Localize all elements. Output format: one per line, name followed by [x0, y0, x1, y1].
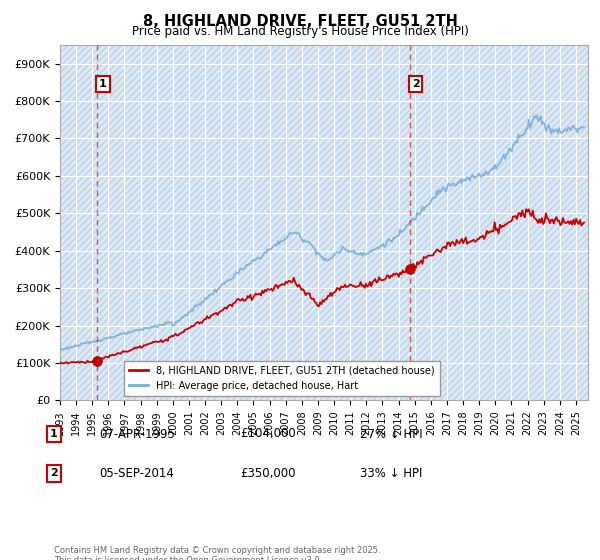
Text: 2: 2	[412, 79, 419, 89]
Text: 33% ↓ HPI: 33% ↓ HPI	[360, 466, 422, 480]
Text: 05-SEP-2014: 05-SEP-2014	[99, 466, 174, 480]
Text: 8, HIGHLAND DRIVE, FLEET, GU51 2TH: 8, HIGHLAND DRIVE, FLEET, GU51 2TH	[143, 14, 457, 29]
Text: 1: 1	[99, 79, 107, 89]
Text: Contains HM Land Registry data © Crown copyright and database right 2025.
This d: Contains HM Land Registry data © Crown c…	[54, 546, 380, 560]
Text: £350,000: £350,000	[240, 466, 296, 480]
Text: 2: 2	[50, 468, 58, 478]
Text: 27% ↓ HPI: 27% ↓ HPI	[360, 427, 422, 441]
Text: Price paid vs. HM Land Registry's House Price Index (HPI): Price paid vs. HM Land Registry's House …	[131, 25, 469, 38]
Text: 1: 1	[50, 429, 58, 439]
Legend: 8, HIGHLAND DRIVE, FLEET, GU51 2TH (detached house), HPI: Average price, detache: 8, HIGHLAND DRIVE, FLEET, GU51 2TH (deta…	[124, 361, 440, 395]
Text: 07-APR-1995: 07-APR-1995	[99, 427, 175, 441]
Text: £104,000: £104,000	[240, 427, 296, 441]
